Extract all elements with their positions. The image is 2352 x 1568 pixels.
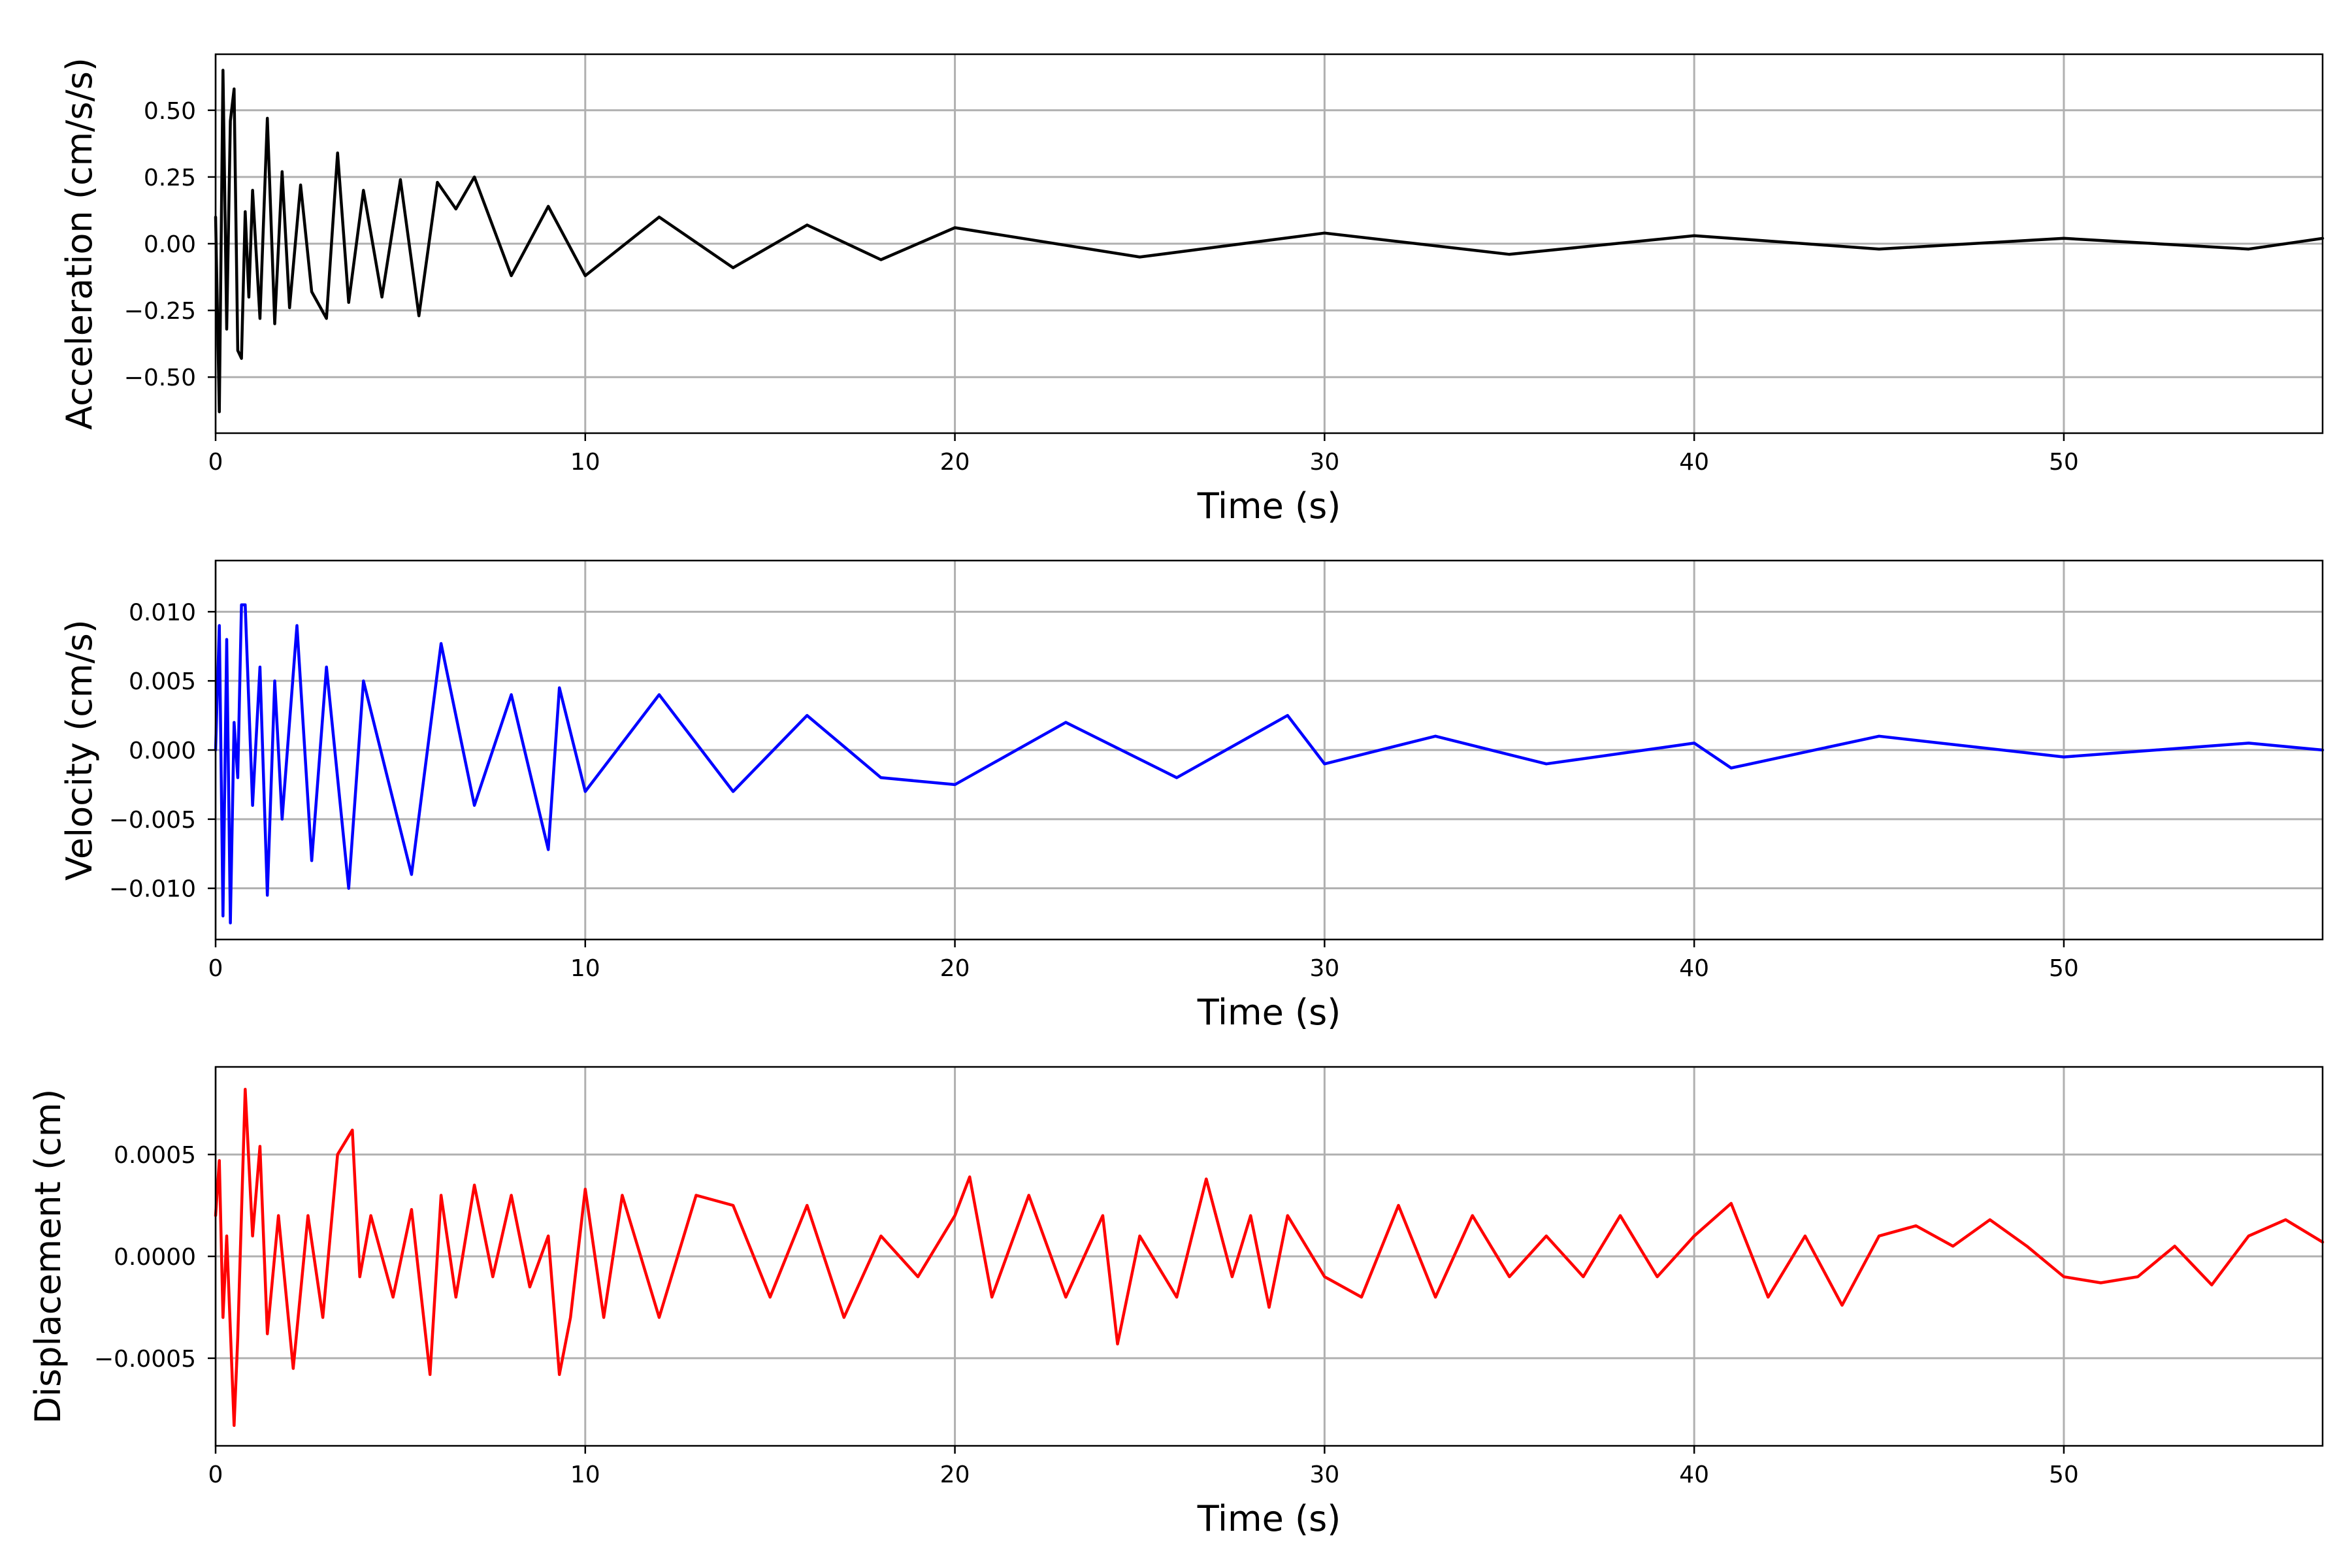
acceleration-series-line <box>214 69 2325 414</box>
y-tick-label: −0.50 <box>124 365 196 391</box>
x-tick-label: 10 <box>570 955 600 982</box>
x-tick-label: 50 <box>2049 955 2079 982</box>
acceleration-panel: 0 10 20 30 40 50 −0.50 −0.25 0.00 0.25 0.50 Time (s… <box>59 53 2325 527</box>
y-tick-label: −0.25 <box>124 298 196 325</box>
x-tick-label: 20 <box>940 1462 970 1488</box>
x-tick-label: 50 <box>2049 449 2079 476</box>
velocity-x-axis-label: Time (s) <box>1197 992 1341 1033</box>
velocity-series-line <box>214 603 2325 924</box>
x-tick-label: 30 <box>1309 1462 1339 1488</box>
x-tick-label: 0 <box>208 955 223 982</box>
displacement-panel: 0 10 20 30 40 50 −0.0005 0.0000 0.0005 Time (s) Di… <box>27 1066 2325 1539</box>
x-tick-label: 20 <box>940 449 970 476</box>
y-tick-label: 0.00 <box>144 231 196 258</box>
y-tick-label: 0.005 <box>129 668 196 695</box>
x-tick-label: 0 <box>208 449 223 476</box>
x-tick-label: 30 <box>1309 955 1339 982</box>
y-tick-label: 0.010 <box>129 599 196 626</box>
y-tick-label: 0.0005 <box>114 1142 196 1169</box>
displacement-y-axis-label: Displacement (cm) <box>27 1089 69 1424</box>
y-tick-label: 0.000 <box>129 738 196 764</box>
x-tick-label: 20 <box>940 955 970 982</box>
acceleration-x-axis-label: Time (s) <box>1197 485 1341 527</box>
displacement-series-line <box>214 1088 2325 1428</box>
displacement-x-axis-label: Time (s) <box>1197 1498 1341 1539</box>
x-tick-label: 10 <box>570 449 600 476</box>
x-tick-label: 40 <box>1679 955 1709 982</box>
y-tick-label: −0.010 <box>109 876 196 903</box>
velocity-y-axis-label: Velocity (cm/s) <box>59 619 100 881</box>
velocity-panel: 0 10 20 30 40 50 −0.010 −0.005 0.000 0.005 0.010 Ti… <box>59 559 2325 1033</box>
y-tick-label: 0.50 <box>144 98 196 125</box>
y-tick-label: 0.25 <box>144 165 196 191</box>
x-tick-label: 40 <box>1679 1462 1709 1488</box>
x-tick-label: 0 <box>208 1462 223 1488</box>
y-tick-label: −0.0005 <box>94 1346 196 1373</box>
x-tick-label: 10 <box>570 1462 600 1488</box>
y-tick-label: 0.0000 <box>114 1244 196 1271</box>
acceleration-y-axis-label: Acceleration (cm/s/s) <box>59 57 100 430</box>
y-tick-label: −0.005 <box>109 807 196 834</box>
x-tick-label: 40 <box>1679 449 1709 476</box>
x-tick-label: 30 <box>1309 449 1339 476</box>
x-tick-label: 50 <box>2049 1462 2079 1488</box>
